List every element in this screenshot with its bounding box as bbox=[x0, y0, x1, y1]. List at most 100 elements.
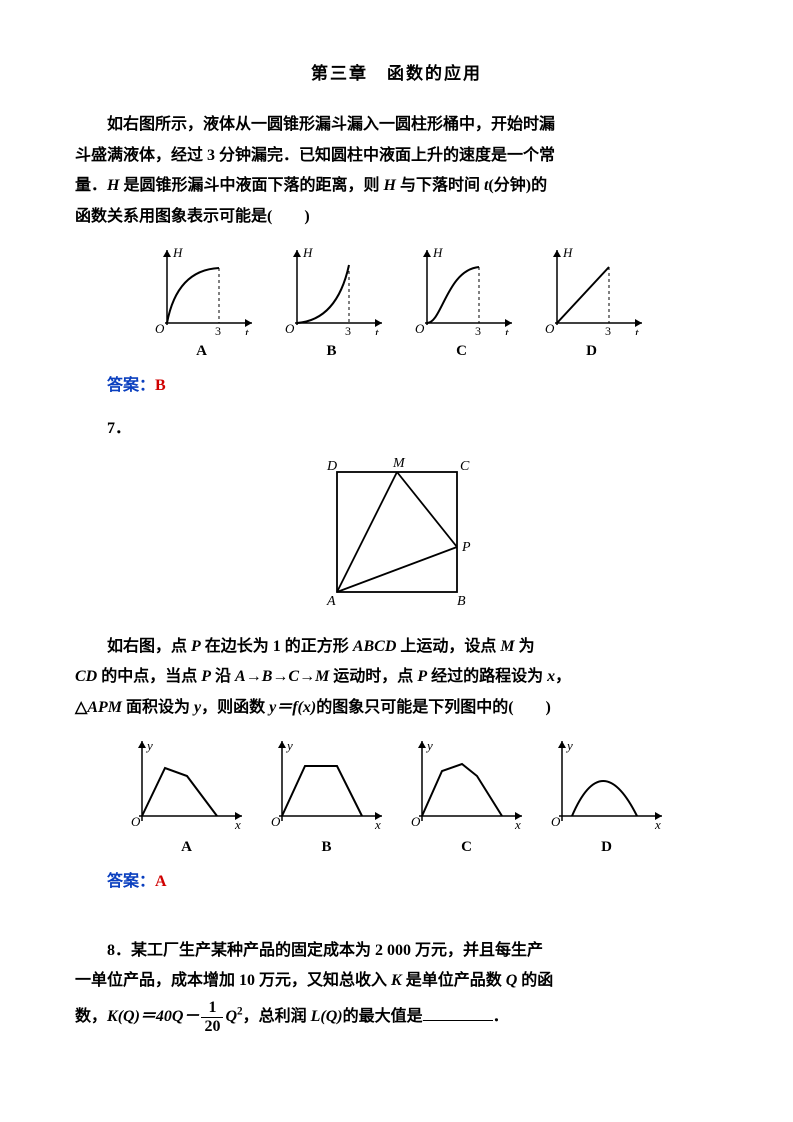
q7-lbl-A: A bbox=[326, 594, 336, 609]
q7-panel-B: y x O B bbox=[267, 736, 387, 859]
q7-answer-label: 答案： bbox=[107, 873, 155, 890]
q6-line1: 如右图所示，液体从一圆锥形漏斗漏入一圆柱形桶中，开始时漏 bbox=[75, 112, 718, 138]
q7-l1d: 为 bbox=[515, 638, 535, 655]
q7-l3a: △ bbox=[75, 699, 87, 716]
q7-lbl-M: M bbox=[392, 456, 406, 471]
q7-yfx: y＝f(x) bbox=[269, 699, 316, 716]
q8-blank bbox=[423, 1005, 493, 1021]
q6-answer: 答案：B bbox=[75, 373, 718, 399]
q8-l2a: 一单位产品，成本增加 10 万元，又知总收入 bbox=[75, 972, 391, 989]
q6D-origin: O bbox=[545, 321, 555, 335]
q6-line2: 斗盛满液体，经过 3 分钟漏完．已知圆柱中液面上升的速度是一个常 bbox=[75, 143, 718, 169]
q7-path: A→B→C→M bbox=[235, 668, 329, 685]
q8-KQ: K(Q)＝40Q－ bbox=[107, 1008, 199, 1025]
q8-line1: 8．某工厂生产某种产品的固定成本为 2 000 万元，并且每生产 bbox=[75, 938, 718, 964]
q6-l3a: 量． bbox=[75, 177, 107, 194]
q6-H2: H bbox=[383, 177, 395, 194]
q6B-origin: O bbox=[285, 321, 295, 335]
q6-graph-D: H t O 3 bbox=[537, 245, 647, 335]
q7-P3: P bbox=[417, 668, 427, 685]
q7-graph-A: y x O bbox=[127, 736, 247, 831]
q7-lbl-D: D bbox=[326, 459, 337, 474]
q7-l1a: 如右图，点 bbox=[107, 638, 191, 655]
q7-lbl-B: B bbox=[457, 594, 466, 609]
q6B-ylabel: H bbox=[302, 245, 313, 260]
q7-panel-D: y x O D bbox=[547, 736, 667, 859]
q7-l2e: ， bbox=[555, 668, 571, 685]
q6-panel-A: H t O 3 A bbox=[147, 245, 257, 363]
q7-l1c: 上运动，设点 bbox=[396, 638, 500, 655]
q7-l2b: 沿 bbox=[211, 668, 235, 685]
q7-optC-label: C bbox=[461, 835, 472, 859]
q7-graph-D: y x O bbox=[547, 736, 667, 831]
q8-text: 8．某工厂生产某种产品的固定成本为 2 000 万元，并且每生产 一单位产品，成… bbox=[75, 938, 718, 1036]
q7C-o: O bbox=[411, 814, 421, 829]
q6-graph-B: H t O 3 bbox=[277, 245, 387, 335]
q7D-y: y bbox=[565, 738, 573, 753]
q6-graph-C: H t O 3 bbox=[407, 245, 517, 335]
q7-text: 如右图，点 P 在边长为 1 的正方形 ABCD 上运动，设点 M 为 CD 的… bbox=[75, 634, 718, 721]
q8-l2b: 是单位产品数 bbox=[402, 972, 506, 989]
q7B-x: x bbox=[374, 817, 381, 831]
q8-fraction: 120 bbox=[201, 999, 223, 1035]
q7-l2a: 的中点，当点 bbox=[97, 668, 201, 685]
q7-panel-A: y x O A bbox=[127, 736, 247, 859]
q7B-y: y bbox=[285, 738, 293, 753]
q7-P1: P bbox=[191, 638, 201, 655]
q7-l3d: 的图象只可能是下列图中的( ) bbox=[316, 699, 551, 716]
q6D-xlabel: t bbox=[635, 325, 639, 335]
q8-Q2: Q bbox=[225, 1008, 237, 1025]
q7-l3c: ，则函数 bbox=[201, 699, 269, 716]
q8-LQ: L(Q) bbox=[311, 1008, 343, 1025]
q6A-origin: O bbox=[155, 321, 165, 335]
q8-l3d: ． bbox=[493, 1008, 509, 1025]
q7-CD: CD bbox=[75, 668, 97, 685]
q6B-tick: 3 bbox=[345, 324, 351, 335]
q6D-tick: 3 bbox=[605, 324, 611, 335]
q7-figures: y x O A y x O B y x O bbox=[75, 736, 718, 859]
q7B-o: O bbox=[271, 814, 281, 829]
q6-line4: 函数关系用图象表示可能是( ) bbox=[75, 204, 718, 230]
q7-line2: CD 的中点，当点 P 沿 A→B→C→M 运动时，点 P 经过的路程设为 x， bbox=[75, 664, 718, 690]
q6-optB-label: B bbox=[326, 339, 336, 363]
q7-l3b: 面积设为 bbox=[122, 699, 194, 716]
q6-panel-C: H t O 3 C bbox=[407, 245, 517, 363]
q7-graph-B: y x O bbox=[267, 736, 387, 831]
q6A-xlabel: t bbox=[245, 325, 249, 335]
q6A-ylabel: H bbox=[172, 245, 183, 260]
page-title: 第三章 函数的应用 bbox=[75, 60, 718, 87]
q6-H1: H bbox=[107, 177, 119, 194]
q7-optB-label: B bbox=[321, 835, 331, 859]
q7-P2: P bbox=[201, 668, 211, 685]
q7-answer: 答案：A bbox=[75, 869, 718, 895]
q7-number: 7． bbox=[75, 416, 718, 442]
q7-square-fig: D M C P A B bbox=[75, 452, 718, 622]
q8-den: 20 bbox=[201, 1018, 223, 1036]
q8-l3a: 数， bbox=[75, 1008, 107, 1025]
q7-ABCD: ABCD bbox=[353, 638, 397, 655]
q6-optD-label: D bbox=[586, 339, 597, 363]
q7-graph-C: y x O bbox=[407, 736, 527, 831]
q8-K: K bbox=[391, 972, 402, 989]
q7-l2d: 经过的路程设为 bbox=[427, 668, 547, 685]
q6C-tick: 3 bbox=[475, 324, 481, 335]
q6C-xlabel: t bbox=[505, 325, 509, 335]
q7-lbl-C: C bbox=[460, 459, 470, 474]
q8-l3c: 的最大值是 bbox=[343, 1008, 423, 1025]
q7-M: M bbox=[500, 638, 514, 655]
q8-num: 1 bbox=[201, 999, 223, 1018]
q7C-x: x bbox=[514, 817, 521, 831]
q6C-ylabel: H bbox=[432, 245, 443, 260]
q7A-y: y bbox=[145, 738, 153, 753]
q6-text: 如右图所示，液体从一圆锥形漏斗漏入一圆柱形桶中，开始时漏 斗盛满液体，经过 3 … bbox=[75, 112, 718, 229]
q8-line2: 一单位产品，成本增加 10 万元，又知总收入 K 是单位产品数 Q 的函 bbox=[75, 968, 718, 994]
q8-Q: Q bbox=[506, 972, 518, 989]
q6-answer-value: B bbox=[155, 377, 166, 394]
q7D-o: O bbox=[551, 814, 561, 829]
q7-answer-value: A bbox=[155, 873, 167, 890]
q7-square-svg: D M C P A B bbox=[307, 452, 487, 622]
q7D-x: x bbox=[654, 817, 661, 831]
q6-optA-label: A bbox=[196, 339, 207, 363]
q6-l3d: (分钟)的 bbox=[488, 177, 547, 194]
q6A-tick: 3 bbox=[215, 324, 221, 335]
